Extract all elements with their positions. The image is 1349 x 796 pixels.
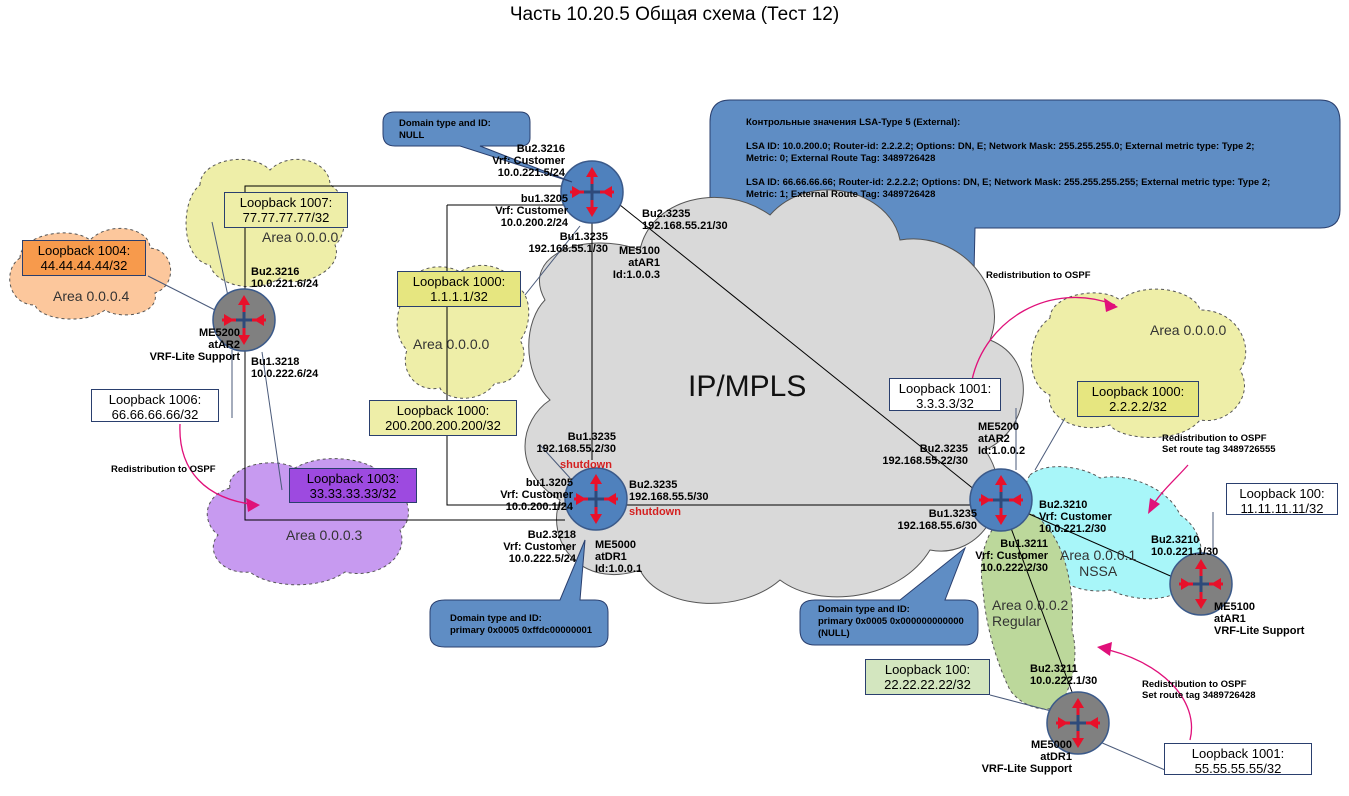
router-ar2-left[interactable] [212,288,276,352]
callout-bottom-mid-shape [429,539,609,648]
loopback-1003-box: Loopback 1003: 33.33.33.33/32 [289,468,417,503]
redistribution-arrowheads [246,298,1160,656]
area-2-label: Area 0.0.0.2 Regular [992,597,1069,629]
callout-top-left-shape [382,111,573,183]
area-3-label: Area 0.0.0.3 [286,527,363,543]
redistribution-bottom-right-label: Redistribution to OSPF Set route tag 348… [1142,679,1256,701]
iface-bu2-3235-mid: Bu2.3235 192.168.55.5/30 [629,479,709,503]
router-ar1-top-label: ME5100 atAR1 Id:1.0.0.3 [612,245,660,281]
loopback-1001-a-box: Loopback 1001: 3.3.3.3/32 [889,378,1001,411]
redistribution-top-right-label: Redistribution to OSPF [986,270,1091,281]
loopback-100-b-box: Loopback 100: 22.22.22.22/32 [865,659,990,695]
iface-bu1-3235-mid: Bu1.3235 192.168.55.2/30 [536,431,616,455]
router-ar2-right[interactable] [969,468,1033,532]
loopback-1000-c-box: Loopback 1000: 2.2.2.2/32 [1077,381,1199,417]
router-dr1-bottom[interactable] [1046,691,1110,755]
iface-bu2-3216-top: Bu2.3216 Vrf: Customer 10.0.221.5/24 [492,143,565,179]
iface-bu2-3235-top: Bu2.3235 192.168.55.21/30 [642,208,728,232]
redistribution-left-label: Redistribution to OSPF [111,464,216,475]
router-dr1-mid-label: ME5000 atDR1 Id:1.0.0.1 [595,539,643,575]
callout-bottom-mid-text: Domain type and ID: primary 0x0005 0xffd… [450,613,593,636]
router-ar2-right-label: ME5200 atAR2 Id:1.0.0.2 [978,421,1026,457]
lsa-callout-text: Контрольные значения LSA-Type 5 (Externa… [746,117,1271,200]
router-dr1-mid[interactable] [564,467,628,531]
callout-bottom-right-shape [799,546,979,646]
area-4-label: Area 0.0.0.4 [53,288,130,304]
loopback-1001-b-box: Loopback 1001: 55.55.55.55/32 [1164,743,1312,776]
iface-bu1-3235-top: Bu1.3235 192.168.55.1/30 [528,231,608,255]
iface-bu1-3205-mid: bu1.3205 Vrf: Customer 10.0.200.1/24 [500,477,573,513]
redistribution-mid-right-label: Redistribution to OSPF Set route tag 348… [1162,433,1276,455]
iface-bu2-3210-right: Bu2.3210 Vrf: Customer 10.0.221.2/30 [1039,499,1112,535]
iface-bu2-3211-dr1: Bu2.3211 10.0.222.1/30 [1030,663,1098,687]
iface-bu2-3218-mid: Bu2.3218 Vrf: Customer 10.0.222.5/24 [503,529,576,565]
router-ar1-top[interactable] [560,160,624,224]
shutdown-label-1: shutdown [560,459,612,471]
connector-lines [147,221,1214,771]
iface-bu1-3235-right: Bu1.3235 192.168.55.6/30 [897,508,977,532]
loopback-1007-box: Loopback 1007: 77.77.77.77/32 [224,192,348,228]
loopback-100-a-box: Loopback 100: 11.11.11.11/32 [1226,483,1338,516]
iface-bu2-3235-right: Bu2.3235 192.168.55.22/30 [882,443,968,467]
core-label: IP/MPLS [688,370,807,403]
iface-bu1-3211-right: Bu1.3211 Vrf: Customer 10.0.222.2/30 [975,538,1048,574]
area-0-left-label: Area 0.0.0.0 [262,229,339,245]
callout-bottom-right-text: Domain type and ID: primary 0x0005 0x000… [818,604,964,639]
router-dr1-bottom-label: ME5000 atDR1 VRF-Lite Support [981,739,1072,775]
iface-bu1-3218-left: Bu1.3218 10.0.222.6/24 [251,356,319,380]
diagram-title: Часть 10.20.5 Общая схема (Тест 12) [509,4,840,25]
area-0-right-label: Area 0.0.0.0 [1150,322,1227,338]
callout-top-left-text: Domain type and ID: NULL [399,118,491,141]
area-0-mid-label: Area 0.0.0.0 [413,336,490,352]
router-ar1-right-label: ME5100 atAR1 VRF-Lite Support [1214,601,1305,637]
iface-bu2-3216-left: Bu2.3216 10.0.221.6/24 [251,266,319,290]
loopback-1006-box: Loopback 1006: 66.66.66.66/32 [91,389,219,422]
shutdown-label-2: shutdown [629,506,681,518]
iface-bu2-3210-ar1: Bu2.3210 10.0.221.1/30 [1151,534,1219,558]
iface-bu1-3205-top: bu1.3205 Vrf: Customer 10.0.200.2/24 [495,193,568,229]
loopback-1000-b-box: Loopback 1000: 200.200.200.200/32 [369,400,517,436]
loopback-1000-a-box: Loopback 1000: 1.1.1.1/32 [397,271,521,307]
router-ar1-right[interactable] [1169,552,1233,616]
router-ar2-left-label: ME5200 atAR2 VRF-Lite Support [149,327,240,363]
loopback-1004-box: Loopback 1004: 44.44.44.44/32 [22,240,146,276]
area-1-label: Area 0.0.0.1 NSSA [1060,547,1137,579]
